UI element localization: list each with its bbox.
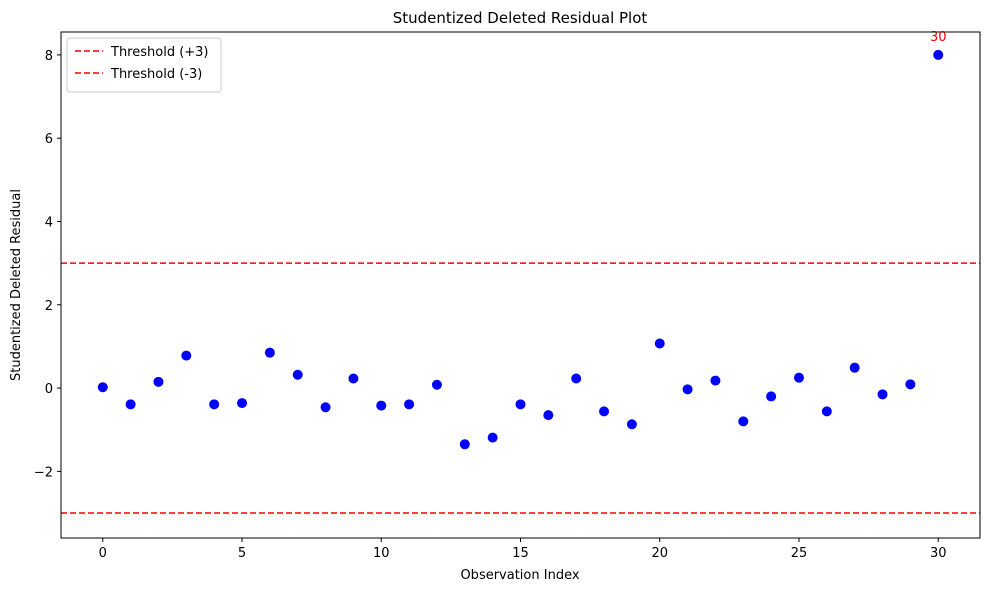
data-point (682, 384, 693, 395)
data-point (431, 379, 442, 390)
y-tick-label: −2 (34, 465, 53, 480)
legend-label: Threshold (+3) (110, 45, 209, 60)
data-point (738, 416, 749, 427)
data-point (125, 399, 136, 410)
axis-ticks: 0 5 10 15 20 25 30 −2 0 2 4 6 8 (34, 49, 947, 561)
data-point (376, 400, 387, 411)
data-point (877, 389, 888, 400)
x-tick-label: 25 (791, 546, 808, 561)
y-axis-label: Studentized Deleted Residual (9, 189, 24, 381)
x-tick-label: 30 (930, 546, 947, 561)
plot-area: 30 (61, 30, 980, 514)
y-tick-label: 6 (45, 132, 53, 147)
data-point (849, 362, 860, 373)
data-point (905, 379, 916, 390)
legend-label: Threshold (-3) (110, 67, 202, 82)
data-point (766, 391, 777, 402)
data-point (292, 369, 303, 380)
data-point (404, 399, 415, 410)
y-tick-label: 0 (45, 382, 53, 397)
x-tick-label: 5 (238, 546, 246, 561)
data-point (459, 439, 470, 450)
point-annotation: 30 (930, 30, 947, 45)
y-tick-label: 4 (45, 215, 53, 230)
data-point (515, 399, 526, 410)
data-point (626, 419, 637, 430)
data-point (320, 402, 331, 413)
data-point (654, 338, 665, 349)
data-point (237, 398, 248, 409)
x-tick-label: 20 (651, 546, 668, 561)
data-point (599, 406, 610, 417)
data-point (348, 373, 359, 384)
data-point (487, 432, 498, 443)
data-point (710, 375, 721, 386)
data-point (264, 347, 275, 358)
x-tick-label: 15 (512, 546, 529, 561)
y-tick-label: 8 (45, 49, 53, 64)
legend: Threshold (+3) Threshold (-3) (66, 37, 222, 93)
data-point (153, 376, 164, 387)
x-tick-label: 10 (373, 546, 390, 561)
data-point (97, 382, 108, 393)
data-point (571, 373, 582, 384)
data-point (181, 350, 192, 361)
chart-title: Studentized Deleted Residual Plot (393, 9, 648, 27)
data-point (821, 406, 832, 417)
x-axis-label: Observation Index (460, 568, 579, 583)
legend-box (66, 37, 222, 93)
x-tick-label: 0 (99, 546, 107, 561)
y-tick-label: 2 (45, 299, 53, 314)
data-point (933, 49, 944, 60)
data-point (793, 372, 804, 383)
data-point (209, 399, 220, 410)
data-point (543, 410, 554, 421)
